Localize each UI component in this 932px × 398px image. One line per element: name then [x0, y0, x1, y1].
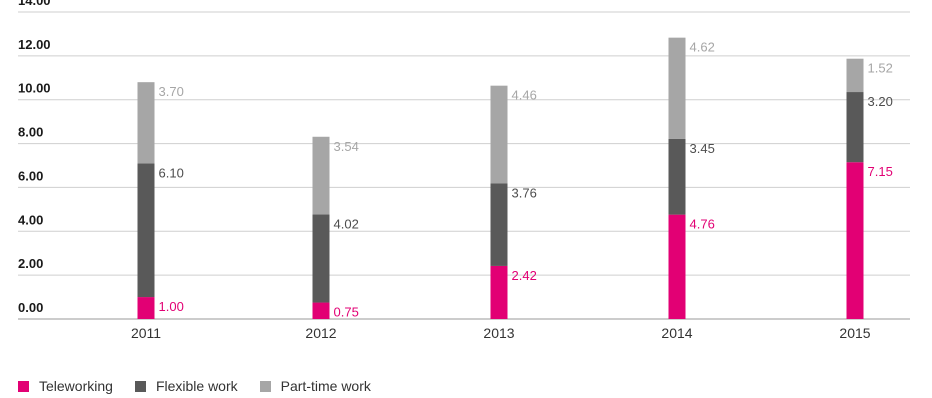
x-tick-label: 2012	[305, 325, 336, 341]
x-tick-label: 2013	[483, 325, 514, 341]
legend-swatch-part-time-work	[259, 380, 271, 392]
bar-segment	[668, 138, 686, 215]
y-tick-label: 2.00	[18, 256, 43, 271]
legend-swatch-flexible-work	[134, 380, 146, 392]
y-tick-label: 12.00	[18, 37, 51, 52]
bar-segment	[668, 214, 686, 319]
data-label: 6.10	[159, 165, 184, 180]
legend-item-flexible-work: Flexible work	[134, 378, 238, 394]
x-tick-label: 2014	[661, 325, 692, 341]
x-axis-ticks: 2011 2012 2013 2014 2015	[131, 325, 871, 341]
bar-segment	[668, 37, 686, 139]
bar-segment	[846, 162, 864, 319]
data-label: 4.46	[512, 88, 537, 103]
y-tick-label: 14.00	[18, 0, 51, 8]
x-tick-label: 2011	[131, 325, 161, 341]
data-label: 3.54	[334, 139, 359, 154]
bar-segment	[846, 92, 864, 163]
data-label: 3.76	[512, 185, 537, 200]
bars	[137, 37, 864, 319]
x-tick-label: 2015	[839, 325, 870, 341]
legend-swatch-teleworking	[18, 380, 29, 392]
bar-segment	[490, 85, 508, 184]
y-tick-label: 4.00	[18, 212, 43, 227]
y-tick-label: 8.00	[18, 125, 43, 140]
bar-segment	[846, 58, 864, 93]
legend-label-flexible-work: Flexible work	[155, 378, 238, 394]
bar-segment	[312, 136, 330, 215]
bar-segment	[137, 163, 155, 298]
bar-segment	[137, 297, 155, 319]
data-label: 3.20	[868, 94, 893, 109]
data-label: 1.00	[159, 299, 184, 314]
y-tick-label: 10.00	[18, 81, 51, 96]
legend-item-teleworking: Teleworking	[18, 378, 113, 394]
data-label: 4.76	[690, 217, 715, 232]
data-labels: 1.00 6.10 3.70 0.75 4.02 3.54 2.42 3.76 4.46 4.76…	[159, 40, 893, 320]
legend-label-teleworking: Teleworking	[39, 378, 113, 394]
legend-item-part-time-work: Part-time work	[259, 378, 371, 394]
bar-segment	[137, 82, 155, 164]
data-label: 3.70	[159, 84, 184, 99]
data-label: 0.75	[334, 305, 359, 320]
bar-segment	[490, 265, 508, 319]
data-label: 3.45	[690, 141, 715, 156]
data-label: 7.15	[868, 164, 893, 179]
legend-label-part-time-work: Part-time work	[280, 378, 371, 394]
data-label: 4.62	[690, 40, 715, 55]
stacked-bar-chart: 0.00 2.00 4.00 6.00 8.00 10.00 12.00 14.00 1.00…	[18, 0, 910, 341]
data-label: 2.42	[512, 268, 537, 283]
bar-segment	[312, 302, 330, 319]
data-label: 4.02	[334, 216, 359, 231]
legend: Teleworking Flexible work Part-time work	[18, 376, 393, 396]
bar-segment	[490, 183, 508, 266]
y-tick-label: 0.00	[18, 300, 43, 315]
data-label: 1.52	[868, 61, 893, 76]
y-axis-ticks: 0.00 2.00 4.00 6.00 8.00 10.00 12.00 14.00	[18, 0, 51, 315]
gridlines	[18, 11, 910, 320]
y-tick-label: 6.00	[18, 168, 43, 183]
bar-segment	[312, 214, 330, 303]
